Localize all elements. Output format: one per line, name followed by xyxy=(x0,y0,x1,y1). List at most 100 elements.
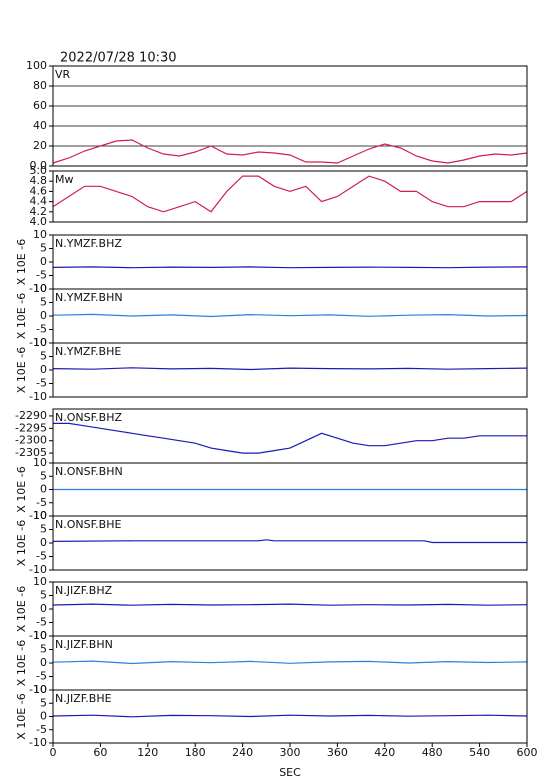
panel-label: N.YMZF.BHN xyxy=(55,291,123,304)
y-tick-label: -5 xyxy=(36,496,47,509)
x-tick-label: 60 xyxy=(93,746,107,759)
y-tick-label: 0.0 xyxy=(30,159,48,172)
trace xyxy=(52,660,528,665)
y-axis-label: X 10E -6 xyxy=(15,347,28,393)
y-tick-label: 4.6 xyxy=(30,184,48,197)
panel-frame xyxy=(52,234,528,290)
y-axis-label: X 10E -6 xyxy=(15,640,28,686)
y-tick-label: 0 xyxy=(40,710,47,723)
trace xyxy=(52,714,528,718)
panel-label: N.ONSF.BHZ xyxy=(55,411,122,424)
y-tick-label: 0 xyxy=(40,255,47,268)
panel-frame xyxy=(52,342,528,398)
y-tick-label: -10 xyxy=(29,509,47,522)
trace xyxy=(53,422,527,454)
x-tick-label: 180 xyxy=(185,746,206,759)
y-tick-label: 10 xyxy=(33,228,47,241)
y-tick-label: -2305 xyxy=(15,446,47,459)
y-axis-label: X 10E -6 xyxy=(15,466,28,512)
y-tick-label: -10 xyxy=(29,683,47,696)
trace xyxy=(52,313,528,318)
panel-label: N.JIZF.BHE xyxy=(55,692,112,705)
y-tick-label: 0 xyxy=(40,363,47,376)
y-tick-label: 10 xyxy=(33,683,47,696)
y-tick-label: 10 xyxy=(33,336,47,349)
y-tick-label: 4.0 xyxy=(30,215,48,228)
chart-title: 2022/07/28 10:30 xyxy=(60,51,177,66)
y-tick-label: -5 xyxy=(36,670,47,683)
x-tick-label: 480 xyxy=(422,746,443,759)
y-tick-label: -10 xyxy=(29,629,47,642)
y-tick-label: 20 xyxy=(33,139,47,152)
y-axis-label: X 10E -6 xyxy=(15,239,28,285)
trace xyxy=(52,266,528,269)
panel-frame xyxy=(52,170,528,223)
y-axis-label: X 10E -6 xyxy=(15,520,28,566)
y-tick-label: 60 xyxy=(33,99,47,112)
y-axis-label: X 10E -6 xyxy=(15,693,28,739)
y-tick-label: -5 xyxy=(36,323,47,336)
y-tick-label: -2300 xyxy=(15,434,47,447)
x-tick-label: 300 xyxy=(280,746,301,759)
y-tick-label: 4.4 xyxy=(30,195,48,208)
y-tick-label: 5.0 xyxy=(30,164,48,177)
y-tick-label: 100 xyxy=(26,59,47,72)
y-tick-label: 5 xyxy=(40,296,47,309)
y-tick-label: -10 xyxy=(29,736,47,749)
y-tick-label: -10 xyxy=(29,282,47,295)
x-tick-label: 420 xyxy=(374,746,395,759)
panel-label: N.JIZF.BHZ xyxy=(55,584,113,597)
y-tick-label: 10 xyxy=(33,456,47,469)
y-tick-label: 4.8 xyxy=(30,174,48,187)
x-tick-label: 360 xyxy=(327,746,348,759)
panel-frame xyxy=(52,581,528,637)
y-tick-label: -5 xyxy=(36,269,47,282)
x-tick-label: 540 xyxy=(469,746,490,759)
y-tick-label: 5 xyxy=(40,469,47,482)
panel-label: N.JIZF.BHN xyxy=(55,638,113,651)
y-axis-label: X 10E -6 xyxy=(15,586,28,632)
y-tick-label: 0 xyxy=(40,309,47,322)
y-tick-label: -5 xyxy=(36,550,47,563)
y-axis-label: X 10E -6 xyxy=(15,293,28,339)
panel-label: N.YMZF.BHE xyxy=(55,345,121,358)
y-tick-label: 40 xyxy=(33,119,47,132)
panel-label: N.ONSF.BHE xyxy=(55,518,121,531)
panel-frame xyxy=(52,408,528,464)
x-tick-label: 240 xyxy=(232,746,253,759)
panel-label: N.YMZF.BHZ xyxy=(55,237,122,250)
y-tick-label: -10 xyxy=(29,390,47,403)
y-tick-label: 4.2 xyxy=(30,205,48,218)
panel-label: VR xyxy=(55,68,71,81)
trace xyxy=(52,139,528,164)
y-tick-label: -10 xyxy=(29,563,47,576)
y-tick-label: 0 xyxy=(40,656,47,669)
y-tick-label: 0 xyxy=(40,602,47,615)
panel-label: N.ONSF.BHN xyxy=(55,465,123,478)
x-tick-label: 0 xyxy=(50,746,57,759)
y-tick-label: -2295 xyxy=(15,421,47,434)
trace xyxy=(52,175,528,213)
y-tick-label: 10 xyxy=(33,629,47,642)
y-tick-label: 0 xyxy=(40,536,47,549)
y-tick-label: 5 xyxy=(40,696,47,709)
y-tick-label: 5 xyxy=(40,523,47,536)
y-tick-label: 80 xyxy=(33,79,47,92)
trace xyxy=(52,603,528,606)
y-tick-label: -5 xyxy=(36,723,47,736)
y-tick-label: 10 xyxy=(33,282,47,295)
panel-frame xyxy=(52,515,528,571)
x-tick-label: 600 xyxy=(517,746,538,759)
y-tick-label: -2290 xyxy=(15,409,47,422)
x-tick-label: 120 xyxy=(137,746,158,759)
y-tick-label: 5 xyxy=(40,242,47,255)
y-tick-label: 10 xyxy=(33,509,47,522)
y-tick-label: -10 xyxy=(29,336,47,349)
y-tick-label: -5 xyxy=(36,616,47,629)
y-tick-label: 10 xyxy=(33,575,47,588)
trace xyxy=(52,539,527,544)
panel-label: Mw xyxy=(55,173,74,186)
y-tick-label: 5 xyxy=(40,589,47,602)
trace xyxy=(52,367,528,371)
